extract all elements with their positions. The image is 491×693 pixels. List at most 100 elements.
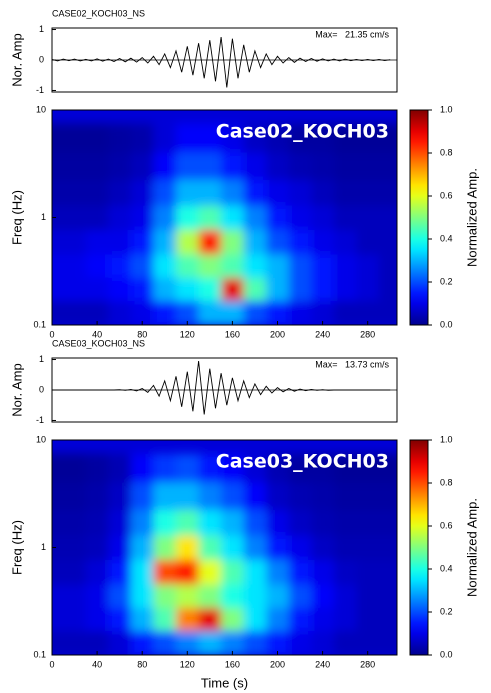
heatmap-cell [378,607,397,631]
heatmap-cell [378,179,397,206]
colorbar-tick-label: 0.2 [440,606,453,616]
axes-frame [51,27,398,93]
heatmap-cell [198,152,222,180]
heatmap-cell [63,300,87,325]
heatmap-cell [311,123,335,153]
heatmap-cell [356,300,380,325]
heatmap-cell [288,559,312,585]
heatmap-cell [108,152,132,180]
heatmap-cell [221,205,245,230]
heatmap-cell [108,630,132,655]
heatmap-cell [130,123,154,153]
heatmap-area [52,110,397,325]
heatmap-cell [130,583,154,608]
x-tick-label: 280 [360,329,375,339]
waveform [51,37,391,88]
y-axis-label: Freq (Hz) [9,520,24,575]
heatmap-area [52,440,397,655]
heatmap-cell [85,607,109,631]
heatmap-cell [333,453,357,483]
heatmap-cell [356,229,380,255]
heatmap-cell [85,509,109,536]
heatmap-cell [311,453,335,483]
heatmap-cell [108,277,132,301]
heatmap-cell [333,179,357,206]
heatmap-cell [85,277,109,301]
heatmap-cell [198,179,222,206]
heatmap-cell [63,253,87,278]
heatmap-cell [198,509,222,536]
heatmap-cell [288,583,312,608]
heatmap-cell [288,300,312,325]
heatmap-cell [198,229,222,255]
heatmap-cell [266,205,290,230]
heatmap-cell [243,482,267,510]
x-tick-label: 0 [49,659,54,669]
heatmap-cell [108,535,132,560]
heatmap-cell [288,253,312,278]
heatmap-cell [198,205,222,230]
heatmap-cell [108,123,132,153]
heatmap-cell [243,607,267,631]
heatmap-cell [378,229,397,255]
heatmap-cell [108,482,132,510]
x-tick-label: 200 [270,659,285,669]
heatmap-cells [52,453,397,655]
heatmap-cell [333,559,357,585]
heatmap-cell [63,535,87,560]
heatmap-cell [288,152,312,180]
heatmap-cell [266,630,290,655]
heatmap-cell [85,453,109,483]
heatmap-cell [333,482,357,510]
heatmap-cell [221,482,245,510]
heatmap-cell [221,559,245,585]
heatmap-cell [221,277,245,301]
y-tick-label: 0.1 [33,319,46,329]
heatmap-cell [288,123,312,153]
x-tick-label: 240 [315,329,330,339]
heatmap-cell [198,300,222,325]
heatmap-cell [356,253,380,278]
heatmap-cell [356,179,380,206]
heatmap-cell [333,152,357,180]
heatmap-cell [85,253,109,278]
heatmap-cell [153,277,177,301]
heatmap-cell [266,509,290,536]
colorbar-tick-label: 1.0 [440,434,453,444]
heatmap-cell [176,535,200,560]
y-axis-label: Nor. Amp [9,363,24,416]
heatmap-cell [221,253,245,278]
heatmap-cell [266,152,290,180]
x-tick-label: 40 [92,659,102,669]
colorbar-tick-label: 0.0 [440,649,453,659]
heatmap-cell [52,630,64,655]
heatmap-cell [108,300,132,325]
heatmap-cell [311,277,335,301]
heatmap-cell [243,205,267,230]
heatmap-cell [243,229,267,255]
heatmap-cell [153,607,177,631]
heatmap-cell [63,277,87,301]
y-tick-label: 1 [39,354,44,364]
heatmap-cell [288,630,312,655]
heatmap-cell [198,453,222,483]
heatmap-cell [63,123,87,153]
y-tick-label: 0 [39,384,44,394]
heatmap-cell [221,509,245,536]
heatmap-cell [85,482,109,510]
heatmap-cell [243,277,267,301]
heatmap-cell [311,152,335,180]
panel-label: Case02_KOCH03 [216,121,389,143]
heatmap-cell [356,630,380,655]
heatmap-cell [266,559,290,585]
heatmap-cell [52,583,64,608]
heatmap-cell [288,482,312,510]
heatmap-cell [311,509,335,536]
heatmap-cell [130,277,154,301]
heatmap-cell [198,630,222,655]
x-tick-label: 280 [360,659,375,669]
heatmap-cell [266,277,290,301]
heatmap-cell [130,509,154,536]
heatmap-cell [288,179,312,206]
